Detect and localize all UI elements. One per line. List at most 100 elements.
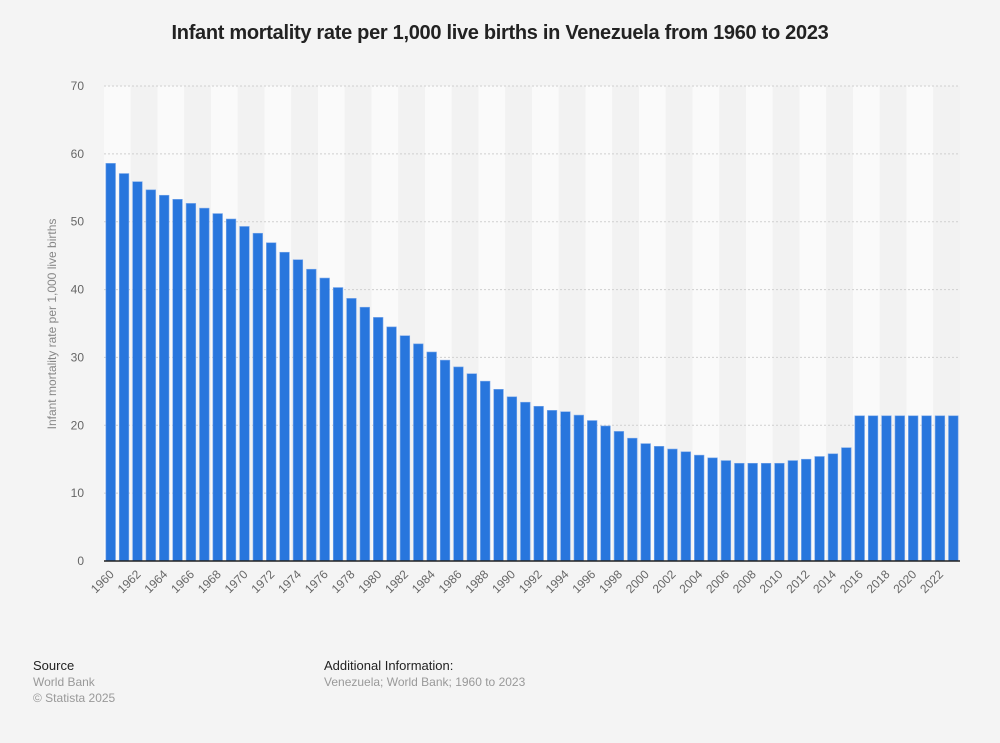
- bar: [546, 410, 558, 562]
- x-tick-label: 1994: [543, 567, 572, 596]
- bar: [413, 343, 424, 562]
- x-tick-label: 2000: [623, 567, 652, 596]
- x-tick-label: 2004: [677, 567, 706, 596]
- bar: [346, 298, 357, 562]
- additional-info-block: Additional Information: Venezuela; World…: [324, 658, 525, 690]
- chart-title: Infant mortality rate per 1,000 live bir…: [171, 22, 829, 44]
- x-tick-label: 1968: [195, 567, 224, 596]
- y-tick-label: 60: [71, 147, 85, 161]
- x-tick-label: 2018: [864, 567, 893, 596]
- x-tick-label: 1998: [596, 567, 625, 596]
- x-tick-label: 1978: [329, 567, 358, 596]
- bar: [881, 415, 892, 562]
- bar: [359, 306, 370, 562]
- y-tick-label: 20: [71, 418, 85, 432]
- additional-info-text: Venezuela; World Bank; 1960 to 2023: [324, 675, 526, 689]
- bar: [105, 163, 116, 562]
- bar: [319, 277, 330, 562]
- bar: [493, 389, 504, 562]
- bar: [694, 454, 705, 562]
- bar: [854, 415, 865, 562]
- x-tick-label: 2002: [650, 567, 679, 596]
- x-tick-label: 2006: [703, 567, 732, 596]
- source-heading: Source: [33, 658, 75, 673]
- x-tick-label: 1982: [382, 567, 411, 596]
- bar: [600, 425, 611, 562]
- x-tick-label: 1986: [436, 567, 465, 596]
- bar: [801, 458, 812, 562]
- x-tick-label: 2012: [784, 567, 813, 596]
- bar: [760, 462, 772, 562]
- bar: [640, 443, 651, 562]
- x-tick-label: 1970: [222, 567, 251, 596]
- x-tick-label: 1966: [168, 567, 197, 596]
- x-tick-label: 1984: [409, 567, 438, 596]
- bar: [734, 462, 745, 562]
- bar: [145, 189, 156, 562]
- x-tick-label: 2010: [757, 567, 786, 596]
- bar: [239, 226, 250, 562]
- y-tick-label: 10: [71, 486, 85, 500]
- bar: [720, 460, 732, 562]
- bar: [894, 415, 905, 562]
- x-tick-label: 1962: [115, 567, 144, 596]
- bar: [399, 335, 411, 562]
- x-tick-label: 1988: [463, 567, 492, 596]
- bar: [707, 457, 718, 562]
- bar: [667, 448, 678, 562]
- bar: [373, 317, 384, 562]
- x-tick-label: 1960: [88, 567, 117, 596]
- bar: [520, 401, 531, 562]
- x-tick-label: 2022: [917, 567, 946, 596]
- bar: [934, 415, 946, 562]
- x-tick-label: 2008: [730, 567, 759, 596]
- bar: [841, 447, 852, 562]
- bar: [386, 326, 397, 562]
- y-axis-label: Infant mortality rate per 1,000 live bir…: [45, 219, 59, 430]
- x-tick-label: 1974: [275, 567, 304, 596]
- x-axis-ticks: 1960196219641966196819701972197419761978…: [88, 567, 946, 596]
- bar: [426, 351, 437, 562]
- bar: [627, 437, 638, 562]
- bar: [587, 420, 598, 562]
- x-tick-label: 2016: [837, 567, 866, 596]
- bar: [653, 446, 665, 562]
- bar: [480, 380, 491, 562]
- x-tick-label: 1992: [516, 567, 545, 596]
- bar: [225, 218, 237, 562]
- x-tick-label: 2014: [810, 567, 839, 596]
- bar: [439, 359, 451, 562]
- bar: [948, 415, 959, 562]
- bar: [453, 366, 464, 562]
- bar: [560, 411, 571, 562]
- x-tick-label: 1980: [356, 567, 385, 596]
- bar: [506, 396, 518, 562]
- bars: [105, 163, 959, 562]
- bar: [212, 213, 223, 562]
- source-name: World Bank: [33, 675, 95, 689]
- bar: [306, 268, 317, 562]
- bar: [814, 456, 825, 562]
- bar: [266, 242, 277, 562]
- bar: [132, 181, 143, 562]
- bar: [118, 173, 130, 562]
- x-tick-label: 1990: [489, 567, 518, 596]
- bar: [747, 462, 758, 562]
- y-axis-ticks: 0 10 20 30 40 50 60 70: [71, 79, 85, 568]
- copyright: © Statista 2025: [33, 691, 116, 705]
- bar: [159, 194, 170, 562]
- x-tick-label: 1976: [302, 567, 331, 596]
- bar: [332, 287, 344, 562]
- x-tick-label: 1972: [249, 567, 278, 596]
- bar: [466, 373, 477, 562]
- x-tick-label: 1964: [142, 567, 171, 596]
- y-tick-label: 30: [71, 350, 85, 364]
- bar: [867, 415, 879, 562]
- bar: [573, 414, 584, 562]
- additional-info-heading: Additional Information:: [324, 658, 454, 673]
- bar: [533, 405, 544, 562]
- bar: [279, 251, 290, 562]
- bar: [252, 232, 263, 562]
- y-tick-label: 40: [71, 283, 85, 297]
- bar: [185, 203, 197, 562]
